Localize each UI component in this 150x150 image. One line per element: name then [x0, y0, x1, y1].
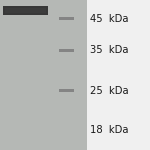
- Bar: [87, 0, 150, 150]
- Bar: [4, 8, 47, 13]
- Bar: [58, 17, 74, 20]
- Text: 25  kDa: 25 kDa: [90, 86, 129, 96]
- Text: 18  kDa: 18 kDa: [90, 125, 129, 135]
- Text: 35  kDa: 35 kDa: [90, 45, 129, 55]
- Bar: [58, 89, 74, 92]
- Bar: [58, 49, 74, 52]
- Text: 45  kDa: 45 kDa: [90, 14, 129, 24]
- Bar: [0, 0, 87, 150]
- Bar: [3, 6, 48, 15]
